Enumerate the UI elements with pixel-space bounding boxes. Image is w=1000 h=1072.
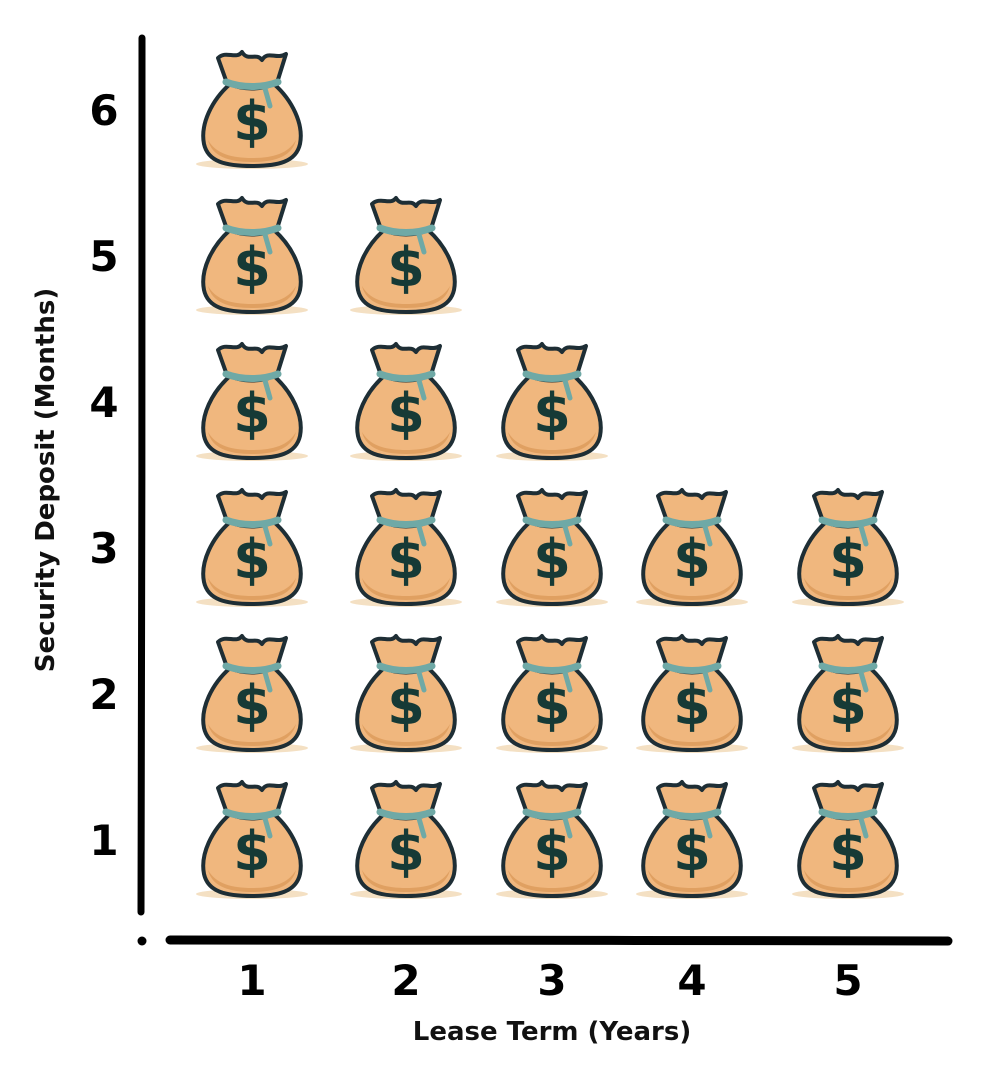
money-bag-icon (636, 636, 748, 753)
x-tick-label: 4 (677, 956, 706, 1005)
money-bag-icon (792, 636, 904, 753)
money-bag-icon (496, 490, 608, 607)
x-axis-line (165, 934, 953, 946)
bar-5 (792, 490, 904, 899)
y-tick-label: 5 (89, 232, 118, 281)
bar-4 (636, 490, 748, 899)
money-bag-icon (496, 344, 608, 461)
money-bag-icon (196, 782, 308, 899)
money-bag-icon (636, 490, 748, 607)
y-tick-label: 3 (89, 524, 118, 573)
y-tick-label: 2 (89, 670, 118, 719)
money-bag-icon (196, 636, 308, 753)
money-bag-icon (496, 782, 608, 899)
money-bag-icon (196, 52, 308, 169)
money-bag-icon (196, 344, 308, 461)
y-tick-labels: 1 2 3 4 5 6 (89, 86, 118, 865)
money-bag-icon (636, 782, 748, 899)
money-bag-icon (350, 344, 462, 461)
money-bag-icon (350, 636, 462, 753)
money-bag-icon (792, 782, 904, 899)
x-tick-label: 5 (833, 956, 862, 1005)
y-tick-label: 1 (89, 816, 118, 865)
money-bag-icon (350, 782, 462, 899)
money-bag-icon (196, 490, 308, 607)
x-tick-label: 2 (391, 956, 420, 1005)
x-tick-label: 1 (237, 956, 266, 1005)
x-tick-labels: 1 2 3 4 5 (237, 956, 862, 1005)
origin-dot (137, 936, 147, 946)
bar-2 (350, 198, 462, 899)
bar-1 (196, 52, 308, 899)
data-marks (196, 52, 904, 899)
y-axis-title: Security Deposit (Months) (31, 288, 61, 672)
bar-3 (496, 344, 608, 899)
y-tick-label: 4 (89, 378, 118, 427)
x-tick-label: 3 (537, 956, 566, 1005)
money-bag-icon (196, 198, 308, 315)
money-bag-icon (350, 198, 462, 315)
money-bag-icon (792, 490, 904, 607)
x-axis-title: Lease Term (Years) (413, 1017, 691, 1047)
money-bag-icon (350, 490, 462, 607)
money-bag-icon (496, 636, 608, 753)
y-axis-line (137, 34, 146, 916)
y-tick-label: 6 (89, 86, 118, 135)
